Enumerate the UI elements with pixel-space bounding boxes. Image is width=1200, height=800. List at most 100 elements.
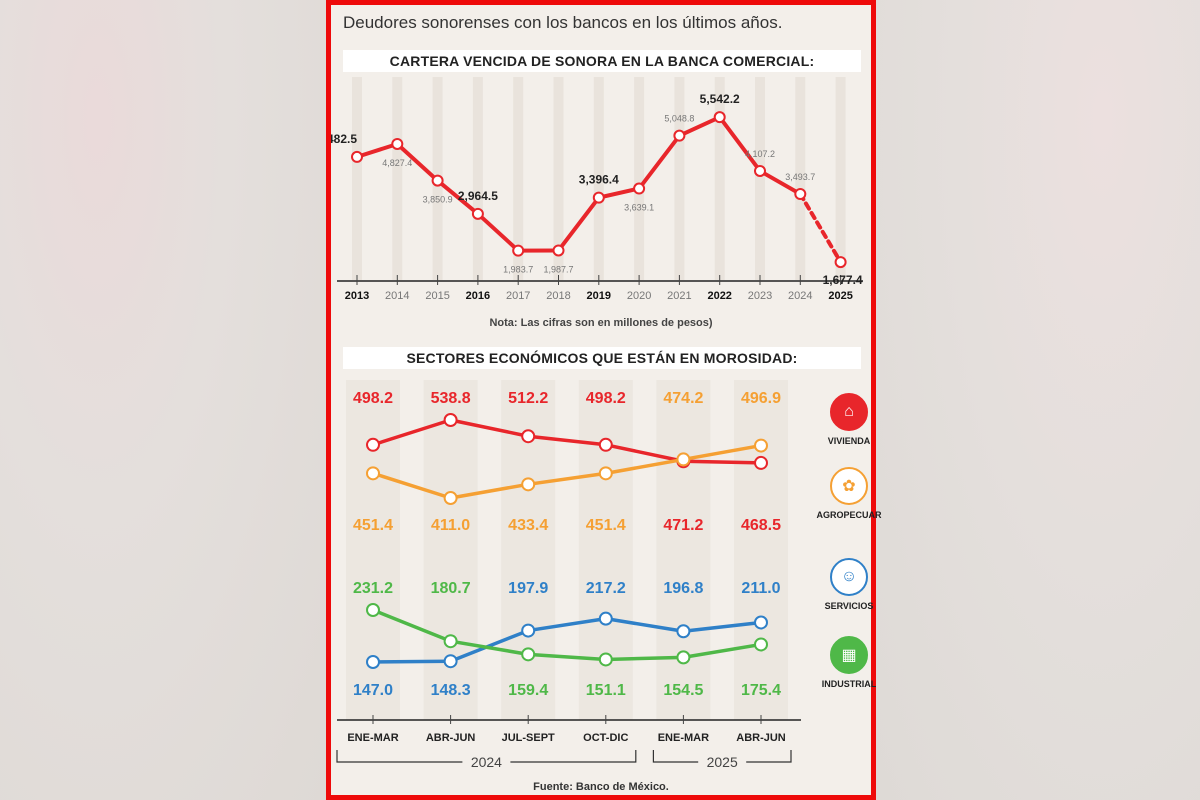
series-line-servicios	[371, 659, 453, 664]
series-line-segment	[355, 141, 400, 159]
data-point	[431, 174, 444, 187]
tractor-icon: ✿	[830, 467, 868, 505]
series-line-agropecuario	[604, 457, 686, 476]
x-tick-label: 2014	[385, 290, 409, 302]
chart1-note: Nota: Las cifras son en millones de peso…	[489, 317, 713, 329]
series-line-agropecuario	[448, 482, 530, 500]
column-stripe	[392, 77, 403, 280]
series-line-vivienda	[681, 459, 763, 465]
data-point-vivienda	[598, 437, 613, 452]
legend-label: INDUSTRIAL	[821, 679, 877, 689]
data-point	[512, 244, 525, 257]
series-line-vivienda	[371, 418, 453, 447]
x-tick-label: 2023	[748, 290, 772, 302]
column-stripe	[714, 77, 725, 280]
data-point	[552, 244, 565, 257]
series-line-servicios	[604, 616, 686, 633]
house-icon: ⌂	[830, 393, 868, 431]
data-point-servicios	[598, 611, 613, 626]
data-label: 2,964.5	[458, 189, 498, 203]
chart1-svg: 2013 2014 2015 2016 2017 2018 2019 2020 2021 2022…	[331, 77, 863, 302]
data-label: 3,396.4	[579, 173, 619, 187]
column-stripe	[472, 77, 483, 280]
series-line-industrial	[371, 608, 453, 643]
data-point	[391, 137, 404, 150]
data-label: 1,987.7	[543, 264, 573, 274]
column-stripe	[513, 77, 524, 280]
legend-item-agropecuar: ✿ AGROPECUAR	[809, 467, 889, 520]
series-line-agropecuario	[526, 471, 608, 487]
year-bracket-right	[510, 750, 637, 763]
data-point	[713, 111, 726, 124]
column-stripe	[593, 77, 604, 280]
x-tick-label: 2019	[587, 290, 611, 302]
x-tick-label: 2025	[828, 290, 852, 302]
data-point-agropecuario	[754, 438, 768, 453]
x-tick-label: ENE-MAR	[658, 732, 709, 744]
data-label: 3,639.1	[624, 203, 654, 213]
data-point-servicios	[443, 654, 458, 669]
x-tick-label: JUL-SEPT	[502, 732, 555, 744]
value-label: 159.4	[508, 682, 548, 699]
column-stripe	[634, 77, 645, 280]
data-point-agropecuario	[366, 466, 380, 481]
series-line-segment	[475, 211, 521, 253]
data-point-industrial	[443, 634, 458, 649]
series-line-segment	[677, 115, 722, 138]
data-point-agropecuario	[676, 452, 691, 467]
data-point	[754, 164, 766, 177]
data-label: 1,677.4	[823, 273, 863, 287]
series-line-industrial	[448, 639, 530, 657]
column-stripe	[795, 77, 806, 280]
x-tick-label: ENE-MAR	[347, 732, 398, 744]
legend-item-servicios: ☺ SERVICIOS	[809, 558, 889, 611]
background-right	[874, 0, 1200, 800]
year-label: 2025	[707, 754, 738, 770]
data-point	[633, 182, 646, 195]
x-tick-label: 2022	[707, 290, 731, 302]
value-label: 154.5	[663, 682, 703, 699]
data-point-agropecuario	[443, 491, 458, 505]
value-label: 217.2	[586, 580, 626, 597]
value-label: 451.4	[586, 517, 626, 534]
background-left	[0, 0, 326, 800]
series-line-servicios	[526, 616, 608, 633]
data-point	[592, 191, 605, 204]
value-label: 197.9	[508, 580, 548, 597]
series-line-segment	[435, 178, 480, 216]
x-tick-label: ABR-JUN	[736, 732, 786, 744]
value-label: 180.7	[431, 580, 471, 597]
data-point-industrial	[754, 637, 768, 652]
value-label: 512.2	[508, 390, 548, 407]
column-stripe	[423, 380, 478, 720]
data-point-industrial	[521, 647, 536, 662]
value-label: 433.4	[508, 517, 548, 534]
value-label: 147.0	[353, 682, 393, 699]
series-line-segment	[717, 115, 762, 173]
data-label: 4,482.5	[331, 132, 357, 146]
series-line-segment	[596, 186, 642, 200]
series-line-industrial	[526, 652, 608, 662]
infographic-panel: Deudores sonorenses con los bancos en lo…	[326, 0, 882, 800]
year-bracket-left	[336, 750, 463, 763]
chart1-title: CARTERA VENCIDA DE SONORA EN LA BANCA CO…	[343, 50, 861, 72]
data-point-servicios	[676, 624, 691, 639]
legend-label: AGROPECUAR	[816, 510, 882, 520]
data-label: 5,542.2	[700, 92, 740, 106]
value-label: 468.5	[741, 517, 781, 534]
series-line-segment	[758, 168, 803, 196]
series-line-segment	[556, 195, 601, 253]
headline: Deudores sonorenses con los bancos en lo…	[343, 13, 783, 32]
legend-item-industrial: ▦ INDUSTRIAL	[809, 636, 889, 689]
data-label: 5,048.8	[664, 114, 694, 124]
series-line-segment	[637, 133, 682, 191]
column-stripe	[835, 77, 846, 280]
year-label: 2024	[471, 754, 502, 770]
column-stripe	[755, 77, 765, 280]
value-label: 471.2	[663, 517, 703, 534]
value-label: 211.0	[741, 580, 780, 597]
data-label: 3,493.7	[785, 172, 815, 182]
data-point-agropecuario	[598, 466, 613, 481]
x-tick-label: ABR-JUN	[426, 732, 476, 744]
chart2-svg: 498.2 538.8 512.2 498.2 474.2 496.9 451.4 411.0…	[336, 380, 801, 770]
